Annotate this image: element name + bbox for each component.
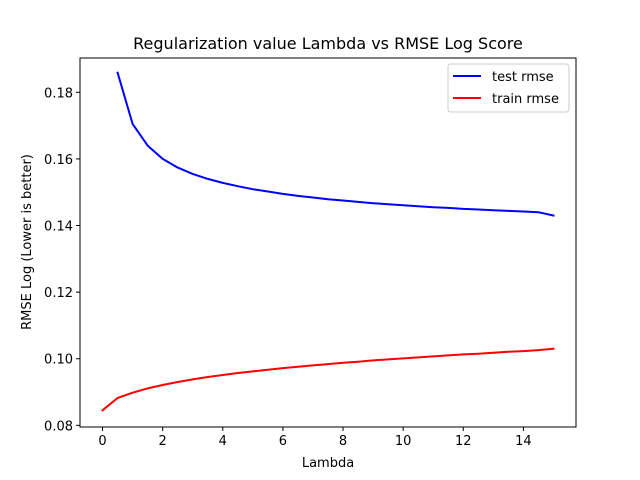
series-line-train-rmse [101, 347, 555, 412]
y-tick-label: 0.10 [44, 353, 73, 368]
x-axis-label: Lambda [302, 456, 354, 471]
legend-label: train rmse [492, 92, 559, 107]
legend: test rmse train rmse [447, 63, 570, 113]
series-line-test-rmse [116, 71, 555, 217]
x-tick-label: 2 [159, 434, 167, 449]
x-tick-label: 4 [219, 434, 227, 449]
y-tick-label: 0.16 [44, 153, 73, 168]
y-tick-label: 0.08 [44, 419, 73, 434]
x-tick-label: 6 [279, 434, 287, 449]
y-tick-label: 0.18 [44, 86, 73, 101]
legend-label: test rmse [492, 70, 554, 85]
y-axis-label: RMSE Log (Lower is better) [20, 154, 35, 330]
plot-frame [79, 57, 577, 428]
series-layer [101, 71, 555, 412]
y-axis-ticks: 0.08 0.10 0.12 0.14 0.16 0.18 [44, 86, 80, 434]
x-tick-label: 0 [98, 434, 106, 449]
chart-title: Regularization value Lambda vs RMSE Log … [133, 34, 523, 53]
x-tick-label: 10 [395, 434, 412, 449]
y-tick-label: 0.12 [44, 286, 73, 301]
x-axis-ticks: 0 2 4 6 8 10 12 14 [98, 427, 532, 449]
x-tick-label: 14 [515, 434, 532, 449]
y-tick-label: 0.14 [44, 220, 73, 235]
x-tick-label: 8 [339, 434, 347, 449]
x-tick-label: 12 [455, 434, 472, 449]
